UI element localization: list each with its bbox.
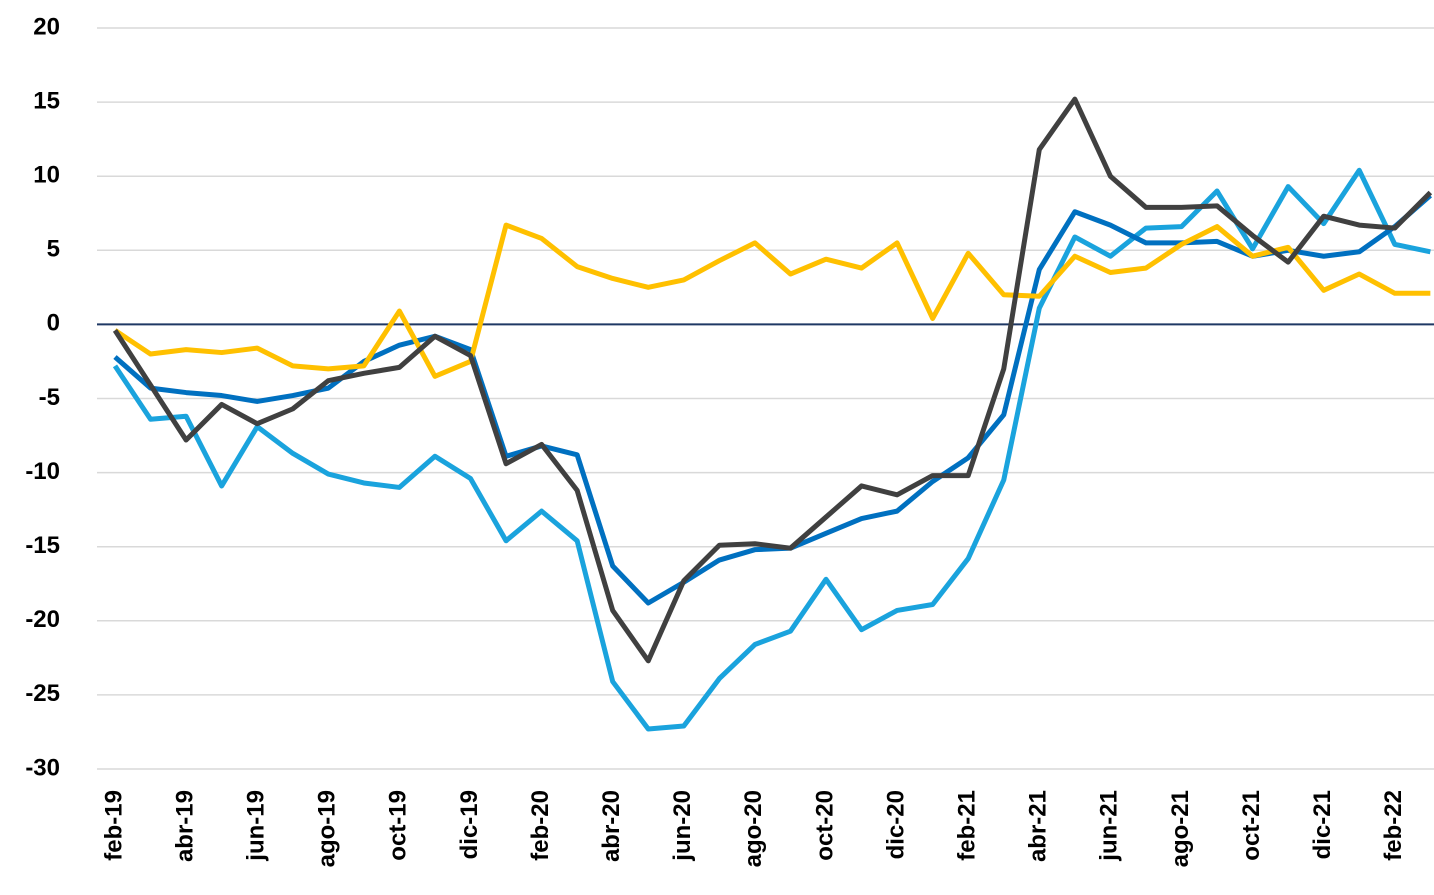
x-tick-label: dic-21 bbox=[1309, 790, 1336, 859]
x-tick-label: oct-21 bbox=[1238, 790, 1265, 861]
series-line bbox=[112, 96, 1433, 664]
x-tick-label: feb-21 bbox=[954, 790, 981, 861]
x-tick-label: dic-19 bbox=[456, 790, 483, 859]
x-tick-label: abr-20 bbox=[598, 790, 625, 862]
x-tick-label: feb-22 bbox=[1380, 790, 1407, 861]
y-tick-label: -5 bbox=[39, 384, 60, 411]
x-tick-label: dic-20 bbox=[882, 790, 909, 859]
x-tick-label: jun-20 bbox=[669, 790, 696, 862]
x-tick-label: abr-19 bbox=[171, 790, 198, 862]
series-line bbox=[113, 193, 1432, 606]
y-tick-label: 15 bbox=[33, 87, 60, 114]
y-tick-label: 0 bbox=[47, 310, 60, 337]
x-tick-label: feb-19 bbox=[100, 790, 127, 861]
y-tick-label: 5 bbox=[47, 236, 60, 263]
y-tick-label: 20 bbox=[33, 13, 60, 40]
x-tick-label: oct-19 bbox=[385, 790, 412, 861]
x-tick-label: ago-19 bbox=[314, 790, 341, 867]
y-tick-label: -20 bbox=[25, 606, 60, 633]
y-tick-label: -30 bbox=[25, 754, 60, 781]
y-tick-label: -10 bbox=[25, 458, 60, 485]
x-tick-label: abr-21 bbox=[1025, 790, 1052, 862]
y-tick-label: -25 bbox=[25, 680, 60, 707]
series-line bbox=[112, 167, 1431, 732]
x-tick-label: feb-20 bbox=[527, 790, 554, 861]
x-tick-label: oct-20 bbox=[811, 790, 838, 861]
y-tick-label: -15 bbox=[25, 532, 60, 559]
series-line bbox=[113, 222, 1431, 379]
x-tick-label: ago-20 bbox=[740, 790, 767, 867]
x-tick-label: jun-19 bbox=[243, 790, 270, 862]
y-tick-label: 10 bbox=[33, 162, 60, 189]
x-tick-label: jun-21 bbox=[1096, 790, 1123, 862]
x-tick-label: ago-21 bbox=[1167, 790, 1194, 867]
